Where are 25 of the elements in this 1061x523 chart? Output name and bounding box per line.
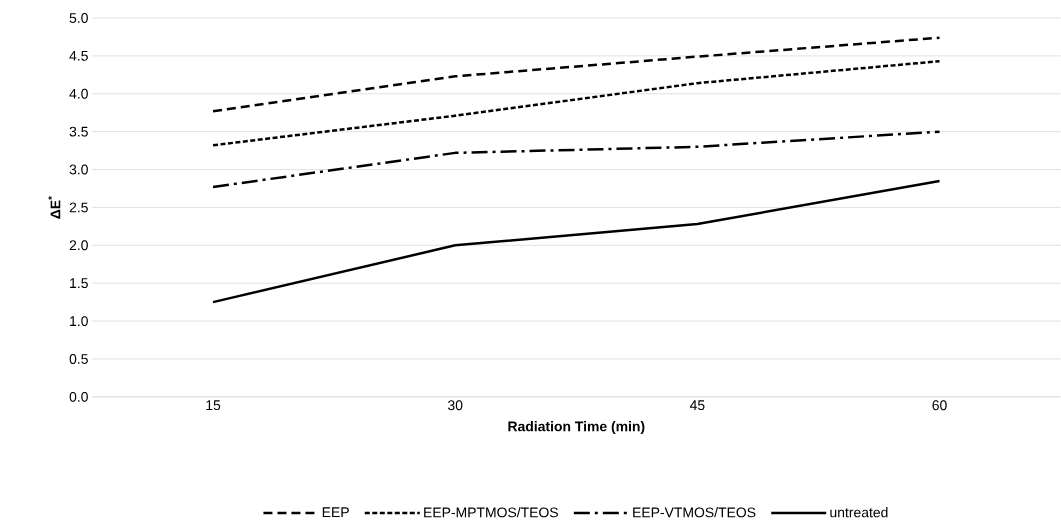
y-axis-title: ΔE$^{*}$ [48,196,61,219]
legend-label: EEP-MPTMOS/TEOS [424,507,558,518]
y-tick-label: 2.5 [69,202,88,213]
y-tick-label: 3.5 [69,126,88,137]
x-axis-title: Radiation Time (min) [508,421,645,435]
y-tick-label: 1.5 [70,278,88,289]
y-tick-label: 4.0 [69,88,88,99]
x-tick-label: 30 [447,400,463,411]
legend-label: EEP-VTMOS/TEOS [633,507,756,518]
x-tick-label: 15 [206,400,221,411]
y-tick-label: 4.5 [69,51,88,61]
y-tick-label: 0.5 [69,354,88,365]
y-tick-label: 1.0 [70,316,88,327]
line-series [211,36,941,113]
y-tick-label: 2.0 [69,240,88,251]
y-tick-label: 3.0 [69,164,88,175]
line-series [211,60,941,147]
legend-label: EEP [322,507,349,518]
y-tick-label: 5.0 [69,13,88,24]
line-series [211,130,941,189]
x-tick-label: 45 [689,400,705,411]
x-tick-label: 60 [932,400,947,411]
line-series [211,179,941,304]
legend-label: untreated [830,507,888,518]
y-tick-label: 0.0 [69,392,88,402]
